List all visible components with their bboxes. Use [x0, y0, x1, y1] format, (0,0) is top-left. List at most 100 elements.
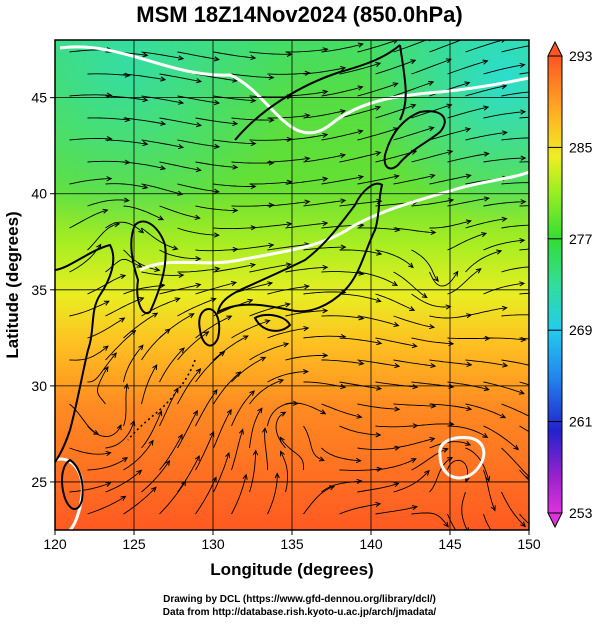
- streamline-arrowhead-45: [304, 113, 311, 119]
- streamline-260: [519, 469, 529, 482]
- credit-data: Data from http://database.rish.kyoto-u.a…: [162, 607, 437, 618]
- streamline-arrowhead-187: [242, 335, 249, 341]
- streamline-arrowhead-49: [446, 103, 453, 109]
- streamline-265: [213, 452, 230, 493]
- streamline-47: [339, 106, 381, 119]
- streamline-arrowhead-118: [114, 222, 121, 228]
- streamline-arrowhead-149: [303, 284, 310, 290]
- streamline-arrowhead-102: [483, 196, 490, 202]
- streamline-arrowhead-83: [250, 183, 257, 190]
- streamline-arrowhead-268: [356, 478, 363, 485]
- streamline-239: [213, 409, 232, 449]
- streamline-arrowhead-24: [482, 59, 489, 65]
- streamline-arrowhead-186: [203, 331, 210, 337]
- streamline-arrowhead-278: [242, 473, 248, 480]
- streamline-arrowhead-244: [429, 436, 436, 443]
- streamline-229: [339, 425, 381, 436]
- streamline-arrowhead-259: [490, 505, 496, 512]
- streamline-231: [411, 423, 454, 427]
- streamline-129: [483, 239, 525, 251]
- streamline-arrowhead-91: [539, 181, 544, 185]
- streamline-186: [177, 331, 209, 361]
- streamline-arrowhead-18: [268, 74, 275, 81]
- streamline-97: [267, 201, 310, 207]
- streamline-174: [231, 320, 270, 339]
- streamline-99: [339, 200, 382, 207]
- streamline-241: [275, 411, 286, 449]
- x-tick-label-150: 150: [517, 536, 541, 552]
- streamline-arrowhead-15: [160, 76, 167, 82]
- streamline-arrowhead-140: [421, 292, 428, 299]
- colorbar-top-arrow: [547, 40, 563, 57]
- streamline-arrowhead-43: [232, 120, 239, 127]
- streamline-116: [465, 218, 507, 229]
- streamline-79: [69, 178, 112, 185]
- streamline-206: [447, 381, 489, 391]
- streamline-149: [267, 285, 309, 295]
- streamline-arrowhead-62: [428, 126, 435, 132]
- streamline-7: [285, 48, 328, 53]
- streamline-26: [519, 72, 529, 75]
- streamline-arrowhead-96: [268, 202, 275, 208]
- x-tick-label-120: 120: [43, 536, 67, 552]
- streamline-arrowhead-249: [148, 439, 154, 446]
- streamline-arrowhead-27: [106, 92, 113, 98]
- streamline-96: [231, 204, 274, 207]
- streamline-arrowhead-2: [142, 52, 149, 58]
- streamline-arrowhead-201: [303, 369, 309, 375]
- streamline-arrowhead-34: [357, 85, 364, 91]
- streamline-arrowhead-122: [268, 242, 275, 249]
- streamline-35: [357, 82, 398, 97]
- streamline-arrowhead-50: [483, 105, 490, 111]
- coastline-china: [55, 243, 115, 463]
- streamline-54: [105, 139, 148, 145]
- streamline-183: [69, 345, 109, 361]
- streamline-259: [483, 469, 496, 511]
- streamline-arrowhead-220: [500, 413, 507, 419]
- streamline-141: [429, 271, 459, 287]
- y-tick-label-35: 35: [31, 282, 47, 298]
- streamline-arrowhead-228: [318, 456, 325, 462]
- streamline-108: [177, 227, 219, 236]
- streamline-arrowhead-39: [539, 89, 544, 93]
- streamline-arrowhead-264: [194, 455, 200, 462]
- coastline-kyushu: [198, 308, 221, 347]
- streamline-arrowhead-77: [520, 155, 527, 161]
- streamline-208: [519, 381, 529, 386]
- streamline-13: [501, 45, 529, 53]
- streamline-69: [195, 161, 238, 168]
- streamline-80: [105, 183, 148, 189]
- y-tick-label-25: 25: [31, 474, 47, 490]
- streamline-227: [267, 402, 298, 427]
- streamline-arrowhead-142: [496, 249, 503, 255]
- streamline-55: [141, 139, 183, 148]
- streamline-236: [105, 420, 135, 449]
- streamline-235: [69, 447, 111, 455]
- streamline-arrowhead-276: [181, 480, 187, 487]
- streamline-140: [393, 271, 428, 298]
- streamline-226: [231, 390, 255, 427]
- streamline-arrowhead-41: [160, 120, 167, 126]
- streamline-arrowhead-174: [264, 319, 271, 325]
- streamline-arrowhead-279: [274, 472, 280, 479]
- streamline-216: [321, 403, 362, 418]
- streamline-arrowhead-255: [376, 466, 383, 472]
- streamline-242: [321, 447, 361, 462]
- streamline-arrowhead-97: [304, 199, 311, 205]
- streamline-150: [303, 291, 346, 295]
- streamline-36: [393, 81, 434, 97]
- streamline-arrowhead-89: [465, 173, 472, 179]
- streamline-22: [375, 59, 416, 75]
- streamline-240: [249, 408, 263, 449]
- streamline-130: [519, 248, 529, 251]
- streamline-91: [501, 182, 529, 185]
- streamline-197: [123, 345, 144, 383]
- streamline-arrowhead-233: [513, 444, 520, 451]
- streamline-arrowhead-57: [250, 140, 257, 147]
- streamline-19: [267, 72, 310, 75]
- streamline-283: [411, 512, 449, 527]
- streamline-68: [159, 161, 201, 171]
- streamline-arrowhead-229: [375, 432, 382, 438]
- streamline-arrowhead-175: [303, 326, 310, 332]
- streamline-109: [213, 227, 256, 230]
